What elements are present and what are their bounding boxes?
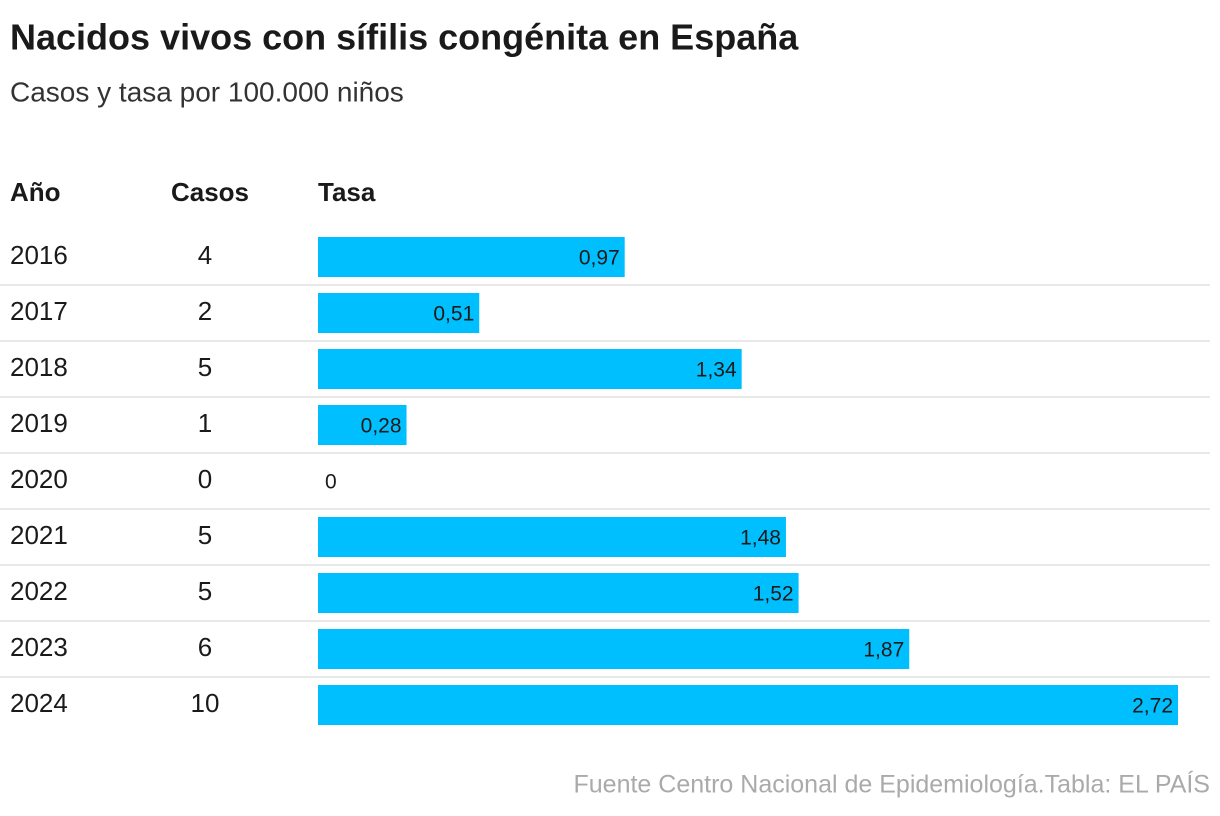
bar [318,517,786,557]
year: 2019 [10,408,68,438]
value-label: 0,97 [579,247,620,270]
cases: 6 [198,632,212,662]
value-label: 1,34 [696,359,737,382]
chart-title: Nacidos vivos con sífilis congénita en E… [10,17,799,58]
source: Fuente Centro Nacional de Epidemiología.… [574,770,1211,799]
cases: 0 [198,464,212,494]
year: 2018 [10,352,68,382]
year: 2022 [10,576,68,606]
cases: 4 [198,240,212,270]
value-label: 1,48 [740,527,781,550]
cases: 10 [191,688,220,718]
bar [318,349,742,389]
bar [318,237,625,277]
bar [318,685,1178,725]
cases: 1 [198,408,212,438]
year: 2016 [10,240,68,270]
bar [318,405,407,445]
cases: 5 [198,576,212,606]
bar [318,573,799,613]
value-label: 1,87 [863,639,904,662]
cases: 5 [198,352,212,382]
cases: 2 [198,296,212,326]
value-label: 0,28 [361,415,402,438]
column-header: Casos [171,177,249,207]
value-label: 0,51 [433,303,474,326]
value-label: 2,72 [1132,695,1173,718]
bar [318,293,480,333]
chart-subtitle: Casos y tasa por 100.000 niños [10,76,404,107]
year: 2024 [10,688,68,718]
year: 2017 [10,296,68,326]
bar [318,629,910,669]
value-label: 1,52 [753,583,794,606]
column-header: Tasa [318,177,376,207]
year: 2021 [10,520,68,550]
column-header: Año [10,177,61,207]
cases: 5 [198,520,212,550]
year: 2023 [10,632,68,662]
year: 2020 [10,464,68,494]
value-label: 0 [325,471,337,494]
